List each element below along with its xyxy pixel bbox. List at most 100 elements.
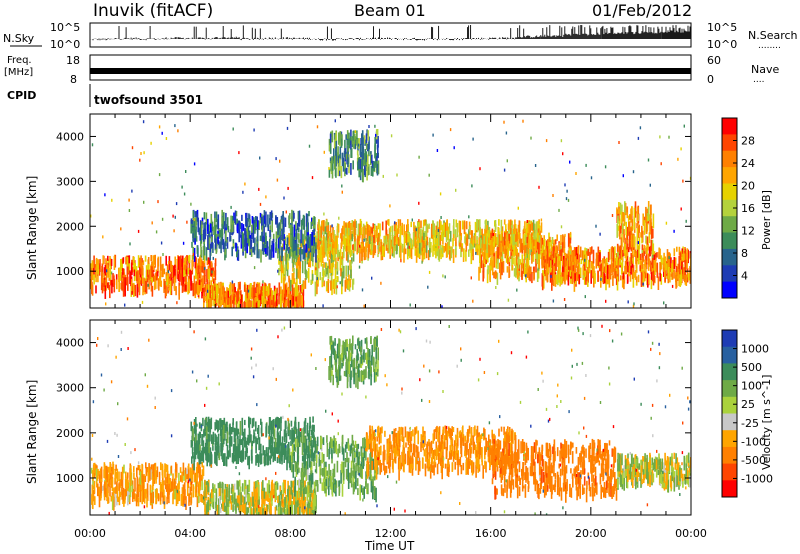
- power-cell: [370, 151, 372, 155]
- velocity-cell: [133, 466, 135, 473]
- power-cell: [297, 269, 300, 279]
- power-cell: [284, 284, 287, 298]
- power-cell: [293, 249, 295, 259]
- power-cell: [295, 294, 297, 302]
- power-cell: [277, 232, 279, 239]
- power-cell: [562, 234, 564, 246]
- power-cell: [536, 241, 539, 250]
- power-cell: [368, 230, 370, 238]
- power-cell: [537, 265, 540, 279]
- velocity-cell: [146, 497, 148, 508]
- power-cell: [603, 256, 606, 264]
- velocity-cell: [94, 464, 97, 476]
- power-cell: [137, 255, 140, 268]
- velocity-cell: [119, 479, 121, 488]
- power-cell: [339, 256, 342, 271]
- power-cell: [284, 292, 287, 302]
- power-cell: [458, 234, 461, 243]
- power-cell: [103, 281, 106, 287]
- power-cell: [678, 246, 681, 256]
- power-cell: [474, 235, 476, 244]
- power-cell: [193, 236, 196, 242]
- power-cell: [254, 237, 256, 245]
- power-cell: [420, 220, 422, 229]
- power-cell: [563, 242, 566, 256]
- power-cell: [382, 174, 384, 178]
- power-cell: [101, 263, 104, 278]
- power-cell: [187, 267, 190, 275]
- power-cell: [575, 274, 578, 282]
- power-cell: [664, 263, 666, 278]
- power-cell: [460, 232, 462, 241]
- power-cell: [304, 259, 306, 275]
- power-cell: [663, 252, 665, 268]
- power-cell: [310, 248, 313, 262]
- power-cell: [266, 241, 269, 256]
- power-cell: [414, 227, 417, 242]
- power-cell: [374, 136, 376, 147]
- velocity-cell: [166, 489, 169, 497]
- power-cell: [331, 245, 333, 254]
- power-cell: [225, 217, 227, 228]
- power-cell: [489, 240, 492, 254]
- cpid-label: CPID: [7, 89, 36, 102]
- power-cell: [210, 236, 213, 243]
- power-cell: [463, 248, 465, 258]
- velocity-cell: [187, 465, 190, 473]
- power-cell: [418, 219, 420, 223]
- power-cell: [328, 259, 331, 269]
- velocity-cell: [137, 497, 140, 507]
- power-ylabel: Slant Range [km]: [25, 176, 39, 280]
- power-cell: [267, 214, 269, 228]
- power-cell: [337, 254, 339, 262]
- power-cell: [631, 233, 634, 249]
- power-cell: [574, 281, 577, 285]
- power-cell: [540, 218, 543, 222]
- velocity-cell: [196, 472, 198, 487]
- power-cell: [537, 267, 539, 271]
- power-cell: [665, 221, 668, 225]
- velocity-cell: [313, 508, 316, 515]
- power-cell: [260, 249, 262, 263]
- power-cell: [566, 254, 569, 260]
- power-cell: [675, 274, 677, 289]
- power-cell: [196, 284, 199, 295]
- power-cell: [479, 167, 481, 171]
- power-cell: [302, 249, 305, 260]
- velocity-cell: [116, 481, 118, 490]
- power-cell: [573, 252, 575, 263]
- power-cell: [142, 120, 145, 124]
- power-cell: [492, 233, 494, 236]
- power-cell: [546, 263, 549, 273]
- power-cell: [501, 262, 503, 276]
- power-cell: [232, 127, 234, 131]
- power-cell: [625, 248, 628, 260]
- power-cell: [305, 236, 308, 242]
- power-cell: [339, 131, 342, 143]
- power-cell: [559, 257, 561, 269]
- power-cell: [418, 220, 420, 232]
- power-cell: [569, 263, 571, 277]
- power-cell: [375, 153, 378, 159]
- power-cell: [182, 269, 185, 277]
- velocity-cell: [149, 484, 152, 496]
- power-cell: [111, 279, 113, 294]
- power-cell: [592, 262, 594, 276]
- power-cell: [560, 234, 562, 246]
- nsky-tick-hi: 10^5: [50, 21, 80, 34]
- power-cell: [231, 280, 234, 284]
- power-cell: [650, 260, 652, 272]
- velocity-cell: [161, 465, 164, 479]
- velocity-cell: [185, 473, 187, 483]
- power-cell: [620, 237, 623, 250]
- power-cell: [165, 273, 168, 281]
- power-cell: [536, 269, 539, 283]
- velocity-cell: [182, 495, 185, 505]
- power-cell: [496, 237, 498, 246]
- power-cell: [670, 263, 673, 269]
- power-cell: [296, 222, 299, 231]
- power-cell: [584, 270, 586, 278]
- power-cell: [617, 218, 619, 224]
- power-cell: [658, 251, 660, 260]
